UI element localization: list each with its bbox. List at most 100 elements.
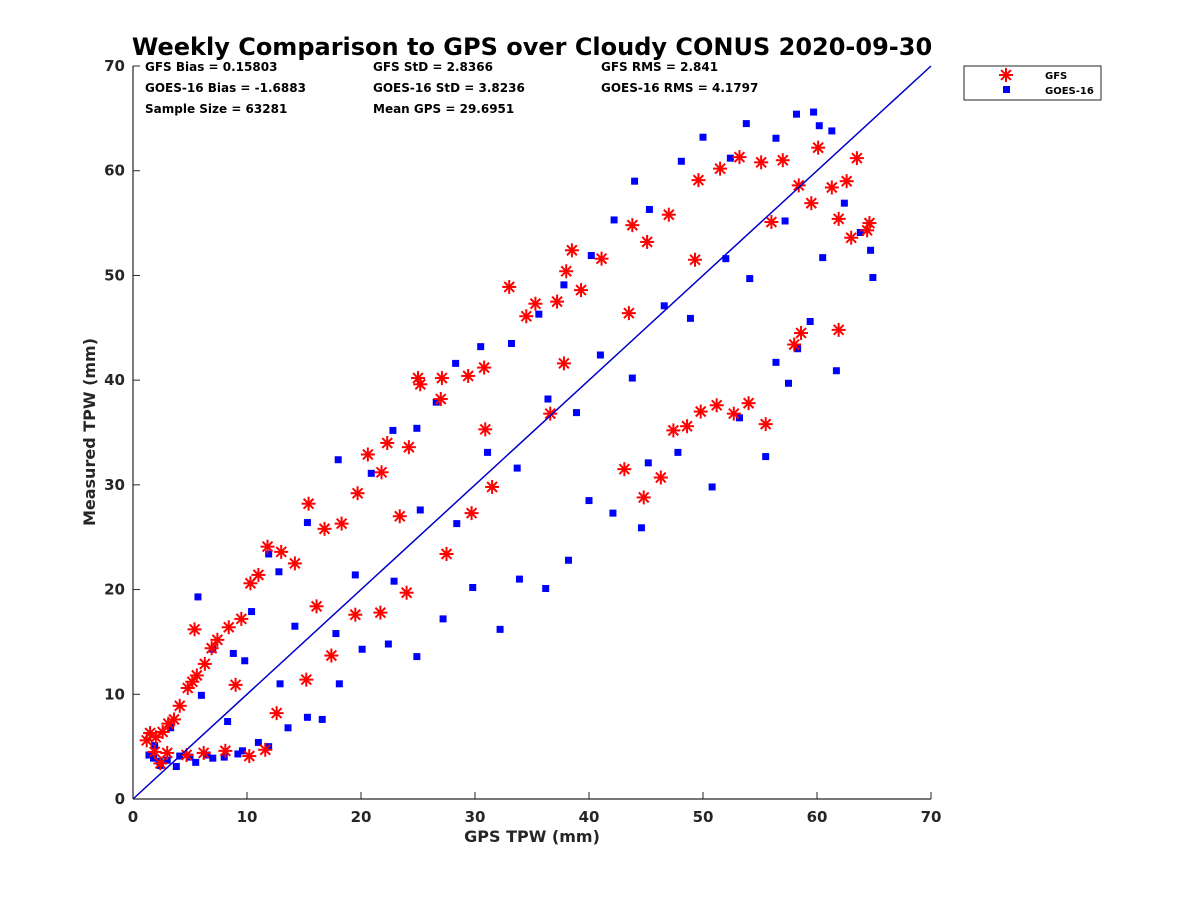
gfs-point-stroke: [436, 372, 448, 384]
gfs-point: [477, 360, 492, 375]
gfs-point-stroke: [375, 466, 388, 478]
goes16-point: [772, 134, 780, 142]
goes16-point: [544, 395, 552, 403]
goes16-point: [686, 314, 694, 322]
gfs-point: [478, 422, 493, 437]
gfs-point-stroke: [623, 307, 635, 319]
gfs-point: [204, 641, 219, 656]
gfs-point-stroke: [289, 557, 301, 570]
goes16-point: [610, 216, 618, 224]
gfs-point: [301, 496, 316, 511]
gfs-point: [324, 648, 339, 663]
goes16-point: [674, 448, 682, 456]
gfs-point: [713, 161, 728, 176]
goes16-point: [496, 625, 504, 633]
gfs-point-stroke: [551, 295, 563, 308]
gfs-point-stroke: [229, 679, 242, 691]
gfs-point: [260, 539, 275, 554]
goes16-point: [389, 426, 397, 434]
goes16-point: [644, 459, 652, 467]
gfs-point-stroke: [465, 507, 478, 519]
gfs-point: [559, 264, 574, 279]
gfs-point-stroke: [144, 727, 156, 739]
y-tick-label: 0: [115, 790, 125, 808]
goes16-point: [560, 281, 568, 289]
goes16-point: [192, 758, 200, 766]
goes16-point: [220, 753, 228, 761]
gfs-point: [258, 742, 273, 757]
y-tick-label: 10: [104, 685, 125, 703]
gfs-point: [167, 712, 182, 727]
gfs-point-stroke: [826, 181, 838, 194]
gfs-point-stroke: [667, 424, 680, 437]
gfs-point: [287, 556, 302, 571]
goes16-point: [167, 724, 175, 732]
goes16-point: [867, 246, 875, 254]
gfs-point-stroke: [558, 357, 570, 370]
gfs-point-stroke: [198, 747, 210, 759]
gfs-point-stroke: [261, 540, 274, 553]
gfs-point: [741, 396, 756, 411]
gfs-point-stroke: [191, 669, 203, 682]
goes16-point: [163, 756, 171, 764]
goes16-point: [335, 680, 343, 688]
gfs-point: [147, 744, 162, 759]
gfs-point-stroke: [188, 623, 201, 636]
goes16-point: [334, 456, 342, 464]
goes16-point: [416, 506, 424, 514]
gfs-point: [196, 745, 211, 760]
gfs-point: [413, 377, 428, 392]
gfs-point-stroke: [575, 284, 587, 296]
gfs-point-stroke: [180, 749, 193, 761]
gfs-point: [775, 153, 790, 168]
legend-goes16-marker: [1003, 86, 1010, 93]
y-tick-group: 0 10 20 30 40 50 60 70: [104, 57, 140, 808]
goes16-point: [762, 453, 770, 461]
gfs-point-stroke: [318, 523, 331, 535]
goes16-point: [238, 747, 246, 755]
goes16-point: [585, 497, 593, 505]
goes16-point: [660, 302, 668, 310]
goes16-point: [746, 275, 754, 283]
goes16-point: [699, 133, 707, 141]
gfs-point-stroke: [812, 142, 824, 154]
gfs-point: [317, 521, 332, 536]
goes16-point: [194, 593, 202, 601]
goes16-point: [197, 691, 205, 699]
gfs-point-stroke: [235, 613, 247, 625]
gfs-point-stroke: [566, 244, 578, 256]
goes16-point: [856, 228, 864, 236]
goes16-point: [742, 120, 750, 128]
gfs-point: [811, 140, 826, 155]
gfs-point-stroke: [681, 420, 693, 432]
gfs-point-stroke: [793, 179, 805, 192]
gfs-point-stroke: [760, 418, 772, 430]
gfs-point: [653, 470, 668, 485]
goes16-point: [819, 254, 827, 262]
goes16-point: [439, 615, 447, 623]
gfs-point-stroke: [641, 236, 653, 248]
x-tick-label: 60: [807, 808, 828, 826]
gfs-point-stroke: [689, 254, 701, 266]
goes16-point: [351, 571, 359, 579]
gfs-point-stroke: [161, 747, 173, 759]
gfs-point: [434, 371, 449, 386]
gfs-point: [251, 567, 266, 582]
goes16-point: [332, 630, 340, 638]
gfs-point-stroke: [478, 361, 490, 374]
gfs-point-stroke: [655, 471, 667, 484]
gfs-point-stroke: [199, 658, 211, 670]
legend-gfs-marker: [999, 68, 1013, 82]
gfs-point-stroke: [462, 370, 474, 382]
gfs-point-stroke: [435, 393, 447, 405]
gfs-point: [824, 180, 839, 195]
gfs-point-stroke: [595, 253, 608, 265]
stat-goes-std: GOES-16 StD = 3.8236: [373, 81, 525, 95]
gfs-point-stroke: [310, 600, 323, 612]
goes16-point: [726, 154, 734, 162]
gfs-point: [794, 326, 809, 341]
gfs-point-stroke: [300, 673, 312, 686]
goes16-point: [596, 351, 604, 359]
x-tick-label: 0: [128, 808, 138, 826]
